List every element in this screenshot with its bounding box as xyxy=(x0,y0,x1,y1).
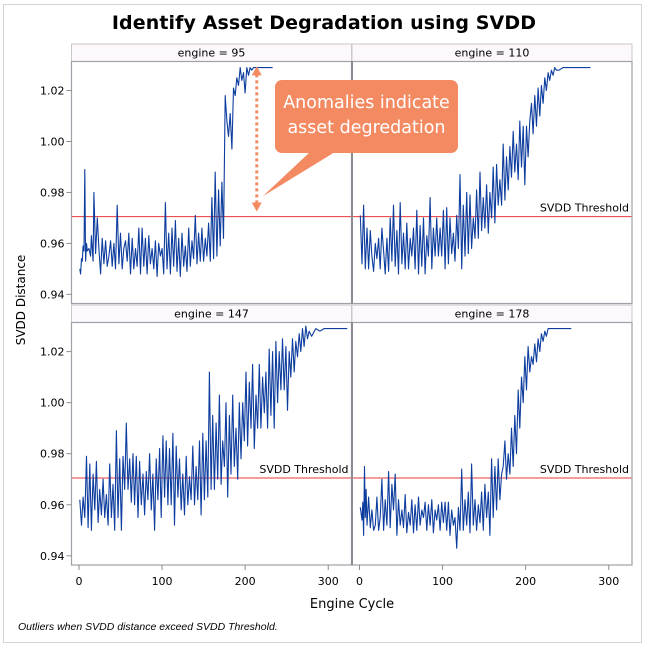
annotation-arrowhead-up xyxy=(251,66,262,76)
x-tick-label: 300 xyxy=(598,575,619,588)
x-tick-label: 0 xyxy=(75,575,82,588)
x-tick-label: 100 xyxy=(432,575,453,588)
chart-frame xyxy=(3,4,642,643)
y-tick-label: 0.96 xyxy=(40,237,65,250)
panel-header-label: engine = 178 xyxy=(455,308,530,321)
x-tick-label: 200 xyxy=(235,575,256,588)
y-tick-label: 0.94 xyxy=(40,550,65,563)
y-tick-label: 1.00 xyxy=(40,397,65,410)
x-tick-label: 0 xyxy=(356,575,363,588)
threshold-label: SVDD Threshold xyxy=(540,463,629,476)
annotation-arrowhead-down xyxy=(251,202,262,212)
footnote: Outliers when SVDD distance exceed SVDD … xyxy=(18,621,278,633)
chart-title: Identify Asset Degradation using SVDD xyxy=(111,12,537,34)
annotation-text-line1: Anomalies indicate xyxy=(283,93,450,113)
x-tick-label: 100 xyxy=(152,575,173,588)
annotation-callout: Anomalies indicate asset degredation xyxy=(275,80,458,153)
y-tick-label: 1.02 xyxy=(40,346,65,359)
plot-area xyxy=(352,322,632,565)
y-tick-label: 1.02 xyxy=(40,85,65,98)
annotation-callout-pointer xyxy=(262,152,335,197)
series-line-178 xyxy=(359,328,572,549)
threshold-label: SVDD Threshold xyxy=(259,463,348,476)
panel-header-label: engine = 95 xyxy=(178,47,246,60)
y-tick-label: 0.96 xyxy=(40,499,65,512)
panel-header-label: engine = 110 xyxy=(455,47,530,60)
series-line-95 xyxy=(79,67,273,278)
y-tick-label: 0.98 xyxy=(40,448,65,461)
threshold-label: SVDD Threshold xyxy=(540,202,629,215)
plot-area xyxy=(71,322,352,565)
y-tick-label: 1.00 xyxy=(40,135,65,148)
x-axis-label: Engine Cycle xyxy=(309,597,395,612)
y-tick-label: 0.98 xyxy=(40,186,65,199)
x-tick-label: 200 xyxy=(515,575,536,588)
y-tick-label: 0.94 xyxy=(40,288,65,301)
series-line-147 xyxy=(79,325,348,531)
series-line-110 xyxy=(359,67,591,275)
annotation-text-line2: asset degredation xyxy=(287,118,446,138)
x-tick-label: 300 xyxy=(318,575,339,588)
panel-header-label: engine = 147 xyxy=(174,308,249,321)
